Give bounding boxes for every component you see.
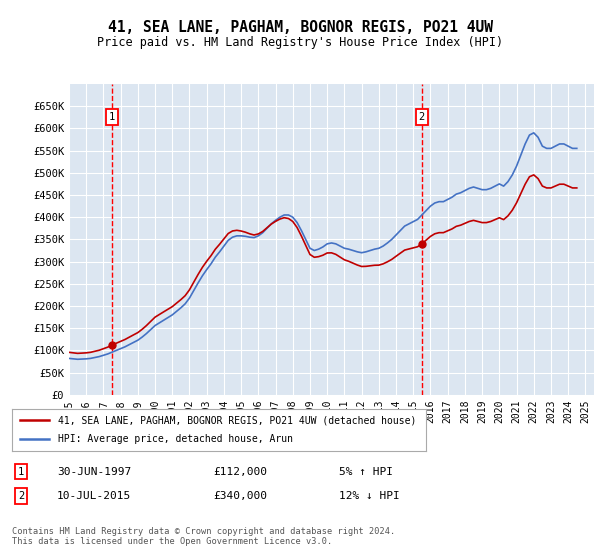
Text: 10-JUL-2015: 10-JUL-2015 xyxy=(57,491,131,501)
Text: 12% ↓ HPI: 12% ↓ HPI xyxy=(339,491,400,501)
Text: Price paid vs. HM Land Registry's House Price Index (HPI): Price paid vs. HM Land Registry's House … xyxy=(97,36,503,49)
Text: 1: 1 xyxy=(109,113,115,122)
Text: 41, SEA LANE, PAGHAM, BOGNOR REGIS, PO21 4UW (detached house): 41, SEA LANE, PAGHAM, BOGNOR REGIS, PO21… xyxy=(58,415,416,425)
Text: 41, SEA LANE, PAGHAM, BOGNOR REGIS, PO21 4UW: 41, SEA LANE, PAGHAM, BOGNOR REGIS, PO21… xyxy=(107,20,493,35)
Text: HPI: Average price, detached house, Arun: HPI: Average price, detached house, Arun xyxy=(58,435,293,445)
Text: 5% ↑ HPI: 5% ↑ HPI xyxy=(339,466,393,477)
Text: £340,000: £340,000 xyxy=(213,491,267,501)
Text: 1: 1 xyxy=(18,466,24,477)
Text: £112,000: £112,000 xyxy=(213,466,267,477)
Text: 2: 2 xyxy=(18,491,24,501)
Text: Contains HM Land Registry data © Crown copyright and database right 2024.
This d: Contains HM Land Registry data © Crown c… xyxy=(12,527,395,546)
Text: 2: 2 xyxy=(419,113,425,122)
Text: 30-JUN-1997: 30-JUN-1997 xyxy=(57,466,131,477)
